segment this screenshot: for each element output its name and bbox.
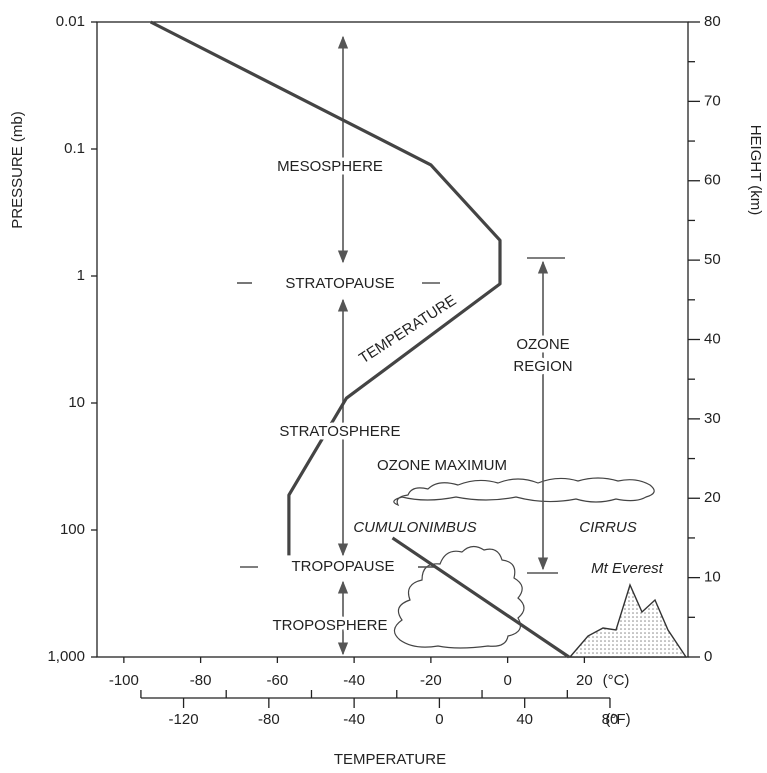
annotation: CUMULONIMBUS	[353, 519, 476, 536]
annotation: REGION	[513, 358, 572, 375]
annotation: MESOSPHERE	[277, 158, 383, 175]
y2-tick-label: 70	[704, 92, 721, 109]
annotation: TEMPERATURE	[356, 292, 459, 367]
cirrus-anvil	[394, 478, 654, 505]
x-axis-title: TEMPERATURE	[334, 751, 446, 768]
x-tick-label: 20	[576, 672, 593, 689]
chart: PRESSURE (mb) HEIGHT (km) TEMPERATURE (°…	[0, 0, 767, 773]
y2-tick-label: 60	[704, 172, 721, 189]
y2-tick-label: 80	[704, 13, 721, 30]
y2-tick-label: 10	[704, 569, 721, 586]
annotation: TROPOSPHERE	[272, 617, 387, 634]
annotation: STRATOPAUSE	[285, 275, 394, 292]
x2-tick-label: -80	[258, 711, 280, 728]
y-tick-label: 1,000	[47, 648, 85, 665]
x-tick-label: -20	[420, 672, 442, 689]
x2-tick-label: 80	[602, 711, 619, 728]
x2-tick-label: -40	[343, 711, 365, 728]
y2-tick-label: 20	[704, 489, 721, 506]
cumulonimbus-cloud	[394, 546, 524, 648]
y-tick-label: 100	[60, 521, 85, 538]
x-tick-label: -40	[343, 672, 365, 689]
y-tick-label: 10	[68, 394, 85, 411]
annotation: OZONE	[516, 336, 569, 353]
x-tick-label: -60	[267, 672, 289, 689]
x-tick-label: -80	[190, 672, 212, 689]
x2-tick-label: 40	[516, 711, 533, 728]
annotation: OZONE MAXIMUM	[377, 457, 507, 474]
y2-axis-title: HEIGHT (km)	[747, 125, 764, 216]
y2-tick-label: 40	[704, 330, 721, 347]
y-tick-label: 1	[77, 267, 85, 284]
x2-tick-label: 0	[435, 711, 443, 728]
y-tick-label: 0.1	[64, 140, 85, 157]
mountain	[570, 585, 686, 657]
x2-tick-label: -120	[169, 711, 199, 728]
y2-tick-label: 0	[704, 648, 712, 665]
y2-tick-label: 50	[704, 251, 721, 268]
x-tick-label: -100	[109, 672, 139, 689]
annotation: CIRRUS	[579, 519, 637, 536]
x-unit: (°C)	[603, 672, 630, 689]
annotation: STRATOSPHERE	[279, 423, 400, 440]
x-tick-label: 0	[503, 672, 511, 689]
y-tick-label: 0.01	[56, 13, 85, 30]
y-axis-title: PRESSURE (mb)	[9, 111, 26, 229]
y2-tick-label: 30	[704, 410, 721, 427]
annotation: Mt Everest	[591, 560, 664, 577]
annotation: TROPOPAUSE	[291, 558, 394, 575]
